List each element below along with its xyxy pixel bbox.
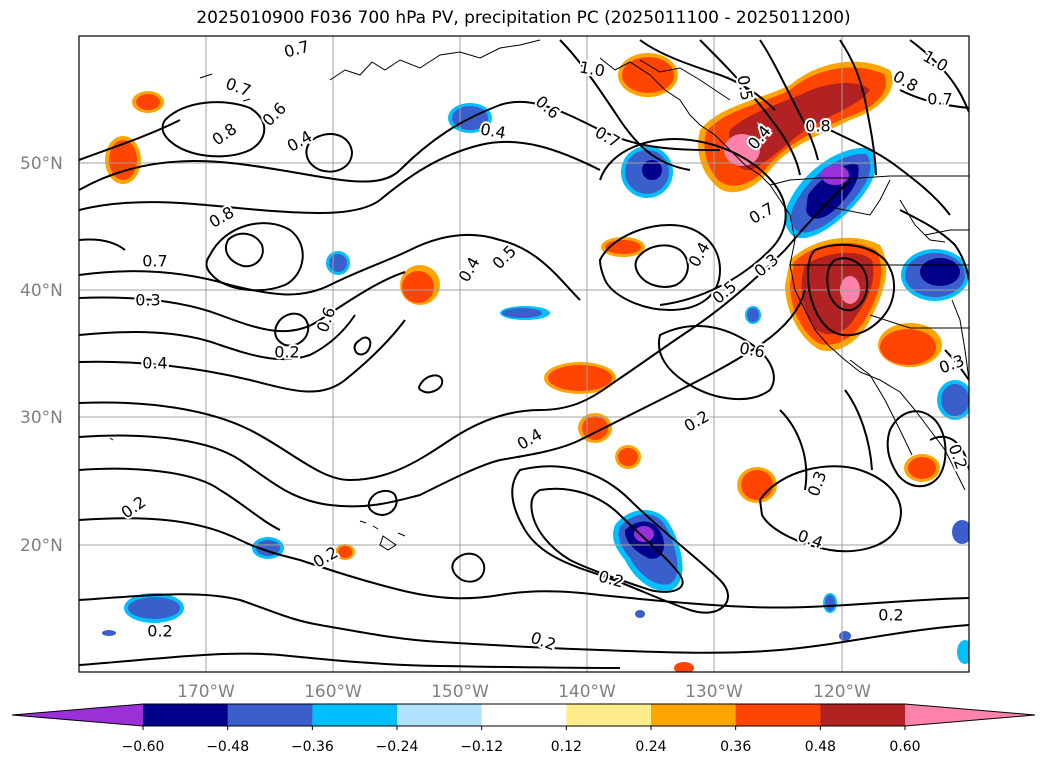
colorbar-swatch xyxy=(227,704,313,726)
colorbar-tick-label: 0.12 xyxy=(551,739,582,755)
colorbar-swatch xyxy=(566,704,652,726)
colorbar-tick-label: −0.24 xyxy=(376,739,419,755)
lat-axis-labels: 50°N 40°N 30°N 20°N xyxy=(20,154,63,556)
lon-label: 170°W xyxy=(177,682,235,702)
colorbar-extend-max xyxy=(905,704,1035,726)
colorbar-tick-label: −0.60 xyxy=(122,739,165,755)
contour-label: 0.2 xyxy=(274,343,299,362)
colorbar-swatch xyxy=(820,704,906,726)
colorbar-swatch xyxy=(481,704,567,726)
contour-label: 0.8 xyxy=(805,117,830,136)
contour-label: 0.3 xyxy=(135,291,160,310)
graticule xyxy=(79,36,969,672)
contour-label: 0.7 xyxy=(927,90,952,109)
colorbar: −0.60 −0.48 −0.36 −0.24 −0.12 0.12 0.24 0.36 0.4… xyxy=(11,703,1036,755)
contour-label: 0.6 xyxy=(738,338,766,361)
lon-label: 120°W xyxy=(813,682,871,702)
map-plot-area: 0.71.00.70.80.60.40.40.60.70.5 0.81.00.70… xyxy=(79,36,969,672)
colorbar-tick-label: 0.36 xyxy=(720,739,751,755)
colorbar-tick-label: −0.36 xyxy=(291,739,334,755)
lat-label: 40°N xyxy=(20,281,63,301)
coastlines xyxy=(109,39,969,551)
colorbar-tick-label: −0.12 xyxy=(460,739,503,755)
colorbar-swatch xyxy=(397,704,483,726)
contour-label: 0.7 xyxy=(142,252,167,271)
lon-label: 160°W xyxy=(304,682,362,702)
chart-title: 2025010900 F036 700 hPa PV, precipitatio… xyxy=(196,8,851,28)
colorbar-swatch xyxy=(651,704,737,726)
contour-label: 0.4 xyxy=(142,354,167,373)
lat-label: 20°N xyxy=(20,536,63,556)
colorbar-swatch xyxy=(735,704,821,726)
pv-contours xyxy=(79,39,969,669)
map-frame xyxy=(78,35,970,673)
lon-label: 130°W xyxy=(685,682,743,702)
contour-label: 0.2 xyxy=(878,606,903,625)
colorbar-extend-min xyxy=(12,704,143,726)
colorbar-tick-label: 0.60 xyxy=(889,739,920,755)
lon-axis-labels: 170°W 160°W 150°W 140°W 130°W 120°W xyxy=(177,682,871,702)
colorbar-tick-label: 0.48 xyxy=(805,739,836,755)
colorbar-tick-label: 0.24 xyxy=(635,739,666,755)
lon-label: 150°W xyxy=(431,682,489,702)
lon-label: 140°W xyxy=(558,682,616,702)
colorbar-swatch xyxy=(143,704,229,726)
colorbar-swatch xyxy=(312,704,398,726)
contour-label: 0.2 xyxy=(147,622,172,641)
lat-label: 30°N xyxy=(20,408,63,428)
lat-label: 50°N xyxy=(20,154,63,174)
colorbar-tick-label: −0.48 xyxy=(206,739,249,755)
